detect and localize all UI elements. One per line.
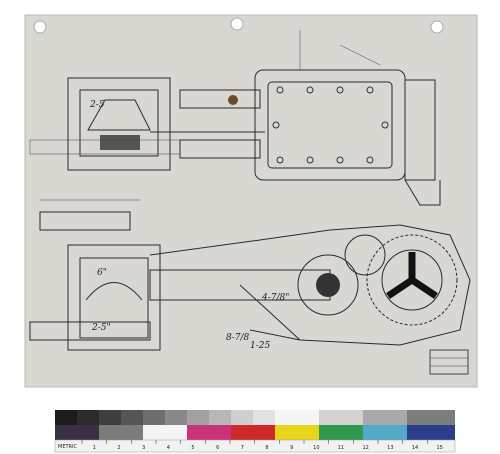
ruler-number: 3 [142, 445, 145, 451]
dimension-label: 6" [97, 268, 107, 278]
upper-cylinder-view [29, 77, 265, 171]
ruler-number: 13 [387, 445, 393, 451]
ruler-number: 5 [191, 445, 194, 451]
color-strip: METRIC [54, 410, 456, 453]
ruler-number: 8 [265, 445, 268, 451]
dimension-label: 8-7/8 [226, 333, 250, 343]
ruler-number: 4 [167, 445, 170, 451]
drawing-sheet [24, 14, 478, 388]
ruler-number: 12 [362, 445, 368, 451]
upper-housing [254, 30, 441, 206]
dimension-label: 2-5" [91, 323, 111, 333]
dimension-labels: 2-5 6" 2-5" 4-7/8" 1-25 8-7/8 [89, 100, 289, 351]
ruler-unit: METRIC [58, 444, 77, 450]
lower-assembly [29, 199, 471, 351]
ruler-number: 2 [117, 445, 120, 451]
ruler-number: 15 [436, 445, 442, 451]
dimension-label: 1-25 [250, 341, 270, 351]
ruler-number: 11 [338, 445, 344, 451]
ruler-number: 9 [290, 445, 293, 451]
dimension-label: 2-5 [89, 100, 105, 110]
ruler-number: 6 [216, 445, 219, 451]
dimension-label: 4-7/8" [261, 293, 289, 303]
ruler-number: 1 [93, 445, 96, 451]
ruler-number: 10 [313, 445, 319, 451]
ruler-number: 7 [241, 445, 244, 451]
ruler-number: 14 [412, 445, 418, 451]
